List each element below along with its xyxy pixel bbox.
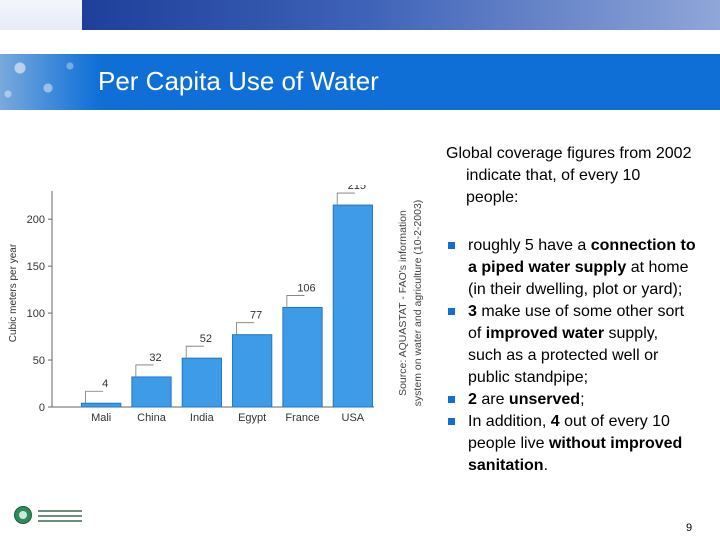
- bullet-emphasis: without improved sanitation: [468, 435, 683, 474]
- header-gradient-strip: [82, 0, 720, 30]
- data-label: 52: [200, 333, 212, 345]
- page-number: 9: [686, 522, 693, 534]
- value-leader-line: [85, 390, 104, 405]
- bullet-list: roughly 5 have a connection to a piped w…: [446, 235, 696, 477]
- globe-logo-icon: [14, 506, 32, 524]
- bullet-text: out of every 10 people live: [468, 413, 670, 452]
- x-tick-label: Mali: [91, 412, 111, 424]
- water-use-chart: Cubic meters per year 0 50 100 150 200 4 32 52…: [4, 180, 440, 435]
- x-tick-label: Egypt: [238, 412, 266, 424]
- y-axis-label: Cubic meters per year: [8, 243, 19, 342]
- bar-france: [282, 306, 323, 408]
- bullet-emphasis: unserved: [508, 391, 581, 408]
- source-note-line-1: Source: AQUASTAT - FAO's information: [397, 210, 409, 396]
- bullet-text: ;: [580, 391, 585, 408]
- bullet-text: make use of some other sort of: [468, 303, 685, 342]
- bullet-text: .: [543, 457, 549, 474]
- bullet-item: 3 make use of some other sort of improve…: [446, 301, 696, 389]
- bullet-item: In addition, 4 out of every 10 people li…: [446, 411, 696, 477]
- bullet-text: are: [476, 391, 509, 408]
- bar-china: [131, 376, 172, 408]
- data-label: 215: [348, 185, 366, 192]
- y-tick-label: 200: [27, 214, 45, 226]
- value-leader-line: [185, 345, 204, 360]
- x-tick-label: China: [137, 412, 167, 424]
- bars: [81, 204, 373, 408]
- y-tick-label: 50: [33, 355, 45, 367]
- data-labels: 4 32 52 77 106 215: [85, 180, 366, 405]
- title-bar: [0, 54, 720, 110]
- value-leader-line: [286, 295, 305, 309]
- bar-mali: [81, 402, 122, 408]
- square-bullet-icon: [448, 308, 455, 315]
- value-leader-line: [135, 364, 154, 378]
- y-ticks: 0 50 100 150 200: [27, 214, 52, 414]
- bullet-item: roughly 5 have a connection to a piped w…: [446, 235, 696, 301]
- square-bullet-icon: [448, 242, 455, 249]
- header-left-panel: [0, 0, 82, 30]
- bar-india: [181, 357, 222, 408]
- bullet-emphasis: connection to a piped water supply: [468, 237, 696, 276]
- intro-text: Global coverage figures from 2002 indica…: [446, 145, 692, 206]
- bullet-emphasis: 4: [550, 413, 560, 430]
- x-tick-labels: Mali China India Egypt France USA: [91, 412, 365, 424]
- bullet-emphasis: improved water: [485, 325, 605, 342]
- bullet-text: at home (in their dwelling, plot or yard…: [468, 259, 689, 298]
- logo-wordmark: [38, 510, 82, 525]
- value-leader-line: [336, 192, 355, 207]
- square-bullet-icon: [448, 396, 455, 403]
- x-tick-label: India: [190, 412, 215, 424]
- y-tick-label: 0: [39, 402, 45, 414]
- water-drops-decoration: [0, 54, 100, 110]
- bullet-emphasis: 2: [468, 391, 477, 408]
- slide-title: Per Capita Use of Water: [98, 66, 379, 96]
- source-note-line-2: system on water and agriculture (10-2-20…: [412, 200, 424, 407]
- bar-egypt: [232, 334, 273, 408]
- bullet-item: 2 are unserved;: [446, 389, 696, 411]
- y-tick-label: 100: [27, 308, 45, 320]
- value-leader-line: [236, 322, 255, 336]
- bullet-text: supply, such as a protected well or publ…: [468, 325, 659, 386]
- x-tick-label: USA: [342, 412, 365, 424]
- text-panel: Global coverage figures from 2002 indica…: [446, 143, 696, 477]
- bullet-text: In addition,: [468, 413, 551, 430]
- data-label: 32: [149, 352, 161, 364]
- organization-logo: [14, 506, 84, 526]
- square-bullet-icon: [448, 418, 455, 425]
- data-label: 4: [102, 378, 108, 390]
- bullet-emphasis: 3: [468, 303, 477, 320]
- x-tick-label: France: [285, 412, 319, 424]
- y-tick-label: 150: [27, 261, 45, 273]
- bar-chart-svg: Cubic meters per year 0 50 100 150 200 4 32 52…: [8, 180, 424, 424]
- bullet-text: roughly 5 have a: [468, 237, 591, 254]
- data-label: 106: [297, 282, 315, 294]
- bar-usa: [332, 204, 373, 408]
- data-label: 77: [250, 310, 262, 322]
